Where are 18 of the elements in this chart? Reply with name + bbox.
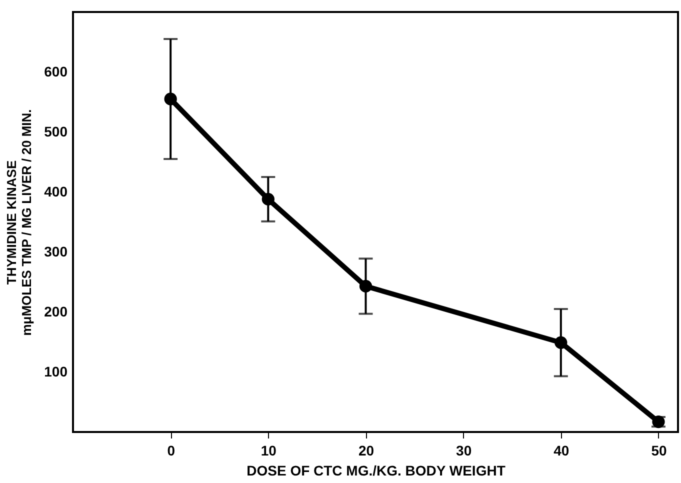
- y-tick-label: 600: [44, 64, 68, 80]
- y-tick-label: 300: [44, 244, 68, 260]
- x-tick-label: 20: [358, 442, 374, 458]
- y-tick-label: 100: [44, 364, 68, 380]
- x-tick-label: 30: [456, 442, 472, 458]
- y-tick-label: 400: [44, 184, 68, 200]
- y-axis-title: THYMIDINE KINASE mμMOLES TMP / MG LIVER / 20 MIN.: [4, 109, 34, 336]
- point: [554, 336, 568, 349]
- x-tick-label: 40: [554, 442, 570, 458]
- x-tick-label: 50: [651, 442, 667, 458]
- point: [164, 92, 177, 106]
- point: [262, 192, 274, 206]
- x-tick-label: 0: [167, 442, 176, 458]
- y-tick-label: 200: [44, 304, 68, 320]
- x-tick-label: 10: [260, 442, 277, 458]
- point: [359, 280, 372, 293]
- y-tick-label: 500: [44, 124, 68, 140]
- x-axis-title: DOSE OF CTC MG./KG. BODY WEIGHT: [246, 462, 506, 478]
